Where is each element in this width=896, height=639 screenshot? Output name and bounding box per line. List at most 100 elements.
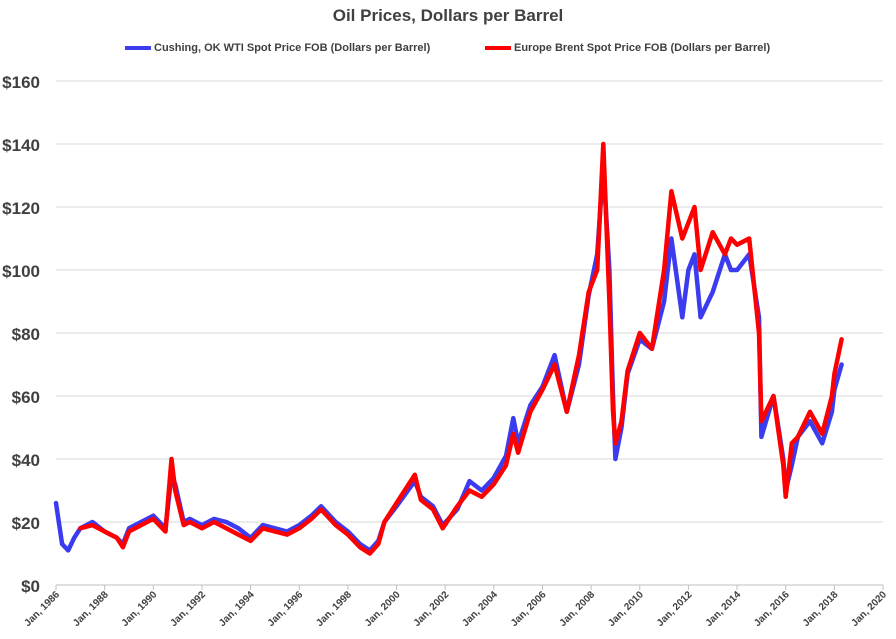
wti-data-point [662, 299, 666, 304]
brent-data-point [139, 523, 143, 527]
wti-data-point [830, 409, 834, 414]
brent-data-point [467, 488, 472, 493]
wti-data-point [729, 268, 733, 272]
brent-series-line [78, 141, 844, 556]
brent-data-point [528, 409, 533, 414]
brent-data-point [127, 529, 131, 534]
legend-swatch-wti [125, 46, 151, 50]
brent-data-point [625, 369, 630, 373]
brent-data-point [511, 432, 516, 436]
x-tick-label: Jan, 2004 [460, 589, 500, 629]
brent-data-point [151, 517, 156, 521]
brent-data-point [759, 419, 764, 424]
wti-data-point [212, 517, 216, 521]
brent-data-point [285, 532, 289, 537]
x-tick-label: Jan, 2012 [655, 589, 695, 629]
legend-swatch-brent [485, 46, 511, 50]
x-tick-label: Jan, 1994 [217, 589, 257, 629]
brent-data-point [224, 526, 229, 531]
chart-title: Oil Prices, Dollars per Barrel [332, 6, 564, 25]
wti-data-point [839, 362, 844, 367]
wti-data-point [151, 513, 156, 518]
x-tick-label: Jan, 2008 [558, 589, 598, 629]
brent-data-point [832, 372, 837, 376]
brent-data-point [601, 142, 606, 146]
wti-data-point [187, 517, 192, 521]
brent-data-point [394, 501, 399, 505]
brent-data-point [492, 482, 496, 487]
brent-data-point [686, 220, 691, 225]
x-tick-label: Jan, 2002 [412, 589, 452, 629]
brent-data-point [200, 526, 204, 531]
legend-label-wti: Cushing, OK WTI Spot Price FOB (Dollars … [154, 42, 431, 54]
brent-data-point [723, 252, 727, 257]
brent-data-point [115, 535, 119, 540]
brent-data-point [121, 545, 125, 549]
x-tick-label: Jan, 1990 [120, 589, 160, 629]
brent-data-point [412, 472, 417, 477]
brent-data-point [90, 523, 95, 527]
x-tick-label: Jan, 2016 [752, 589, 792, 629]
brent-data-point [346, 532, 350, 537]
brent-data-point [586, 290, 591, 294]
y-tick-label: $60 [12, 388, 40, 407]
brent-data-point [382, 520, 387, 524]
brent-data-point [595, 268, 599, 272]
wti-data-point [319, 504, 323, 509]
brent-data-point [577, 353, 581, 357]
x-tick-label: Jan, 2006 [509, 589, 549, 629]
brent-data-point [319, 507, 323, 512]
brent-data-point [729, 236, 733, 241]
x-tick-label: Jan, 2010 [606, 589, 646, 629]
wti-data-point [820, 441, 824, 446]
brent-data-point [297, 526, 302, 531]
brent-data-point [757, 331, 761, 335]
brent-data-point [455, 504, 460, 509]
brent-data-point [552, 362, 557, 367]
legend-label-brent: Europe Brent Spot Price FOB (Dollars per… [514, 42, 771, 54]
wti-data-point [479, 488, 484, 493]
brent-data-point [564, 409, 569, 414]
brent-data-point [611, 409, 615, 414]
wti-data-point [686, 268, 691, 272]
x-tick-label: Jan, 1996 [266, 589, 306, 629]
y-tick-label: $80 [12, 325, 40, 344]
brent-data-point [431, 507, 435, 512]
brent-data-point [789, 441, 794, 446]
brent-data-point [169, 457, 174, 461]
y-tick-label: $160 [2, 73, 40, 92]
brent-data-point [376, 542, 381, 546]
brent-data-point [419, 498, 423, 502]
brent-data-point [273, 529, 277, 534]
wti-data-point [54, 501, 58, 505]
brent-data-point [662, 268, 666, 272]
wti-data-point [224, 520, 229, 524]
brent-data-point [808, 409, 812, 414]
y-tick-label: $40 [12, 451, 40, 470]
y-tick-label: $140 [2, 136, 40, 155]
brent-data-point [78, 526, 83, 531]
brent-data-point [607, 299, 612, 304]
x-tick-label: Jan, 1988 [71, 589, 111, 629]
brent-data-point [669, 189, 674, 194]
brent-data-point [248, 539, 253, 543]
brent-data-point [619, 419, 624, 424]
wti-data-point [669, 236, 674, 241]
x-tick-label: Jan, 2020 [849, 589, 889, 629]
brent-data-point [260, 526, 265, 531]
brent-data-point [771, 394, 776, 398]
brent-data-point [236, 532, 241, 537]
brent-data-point [735, 243, 739, 247]
brent-data-point [187, 520, 192, 524]
wti-data-point [511, 416, 516, 420]
y-tick-label: $0 [21, 577, 40, 596]
wti-data-point [552, 353, 557, 357]
wti-data-point [260, 523, 265, 527]
brent-data-point [680, 236, 685, 241]
wti-data-point [72, 535, 77, 540]
x-tick-label: Jan, 2018 [801, 589, 841, 629]
y-tick-label: $100 [2, 262, 40, 281]
brent-data-point [650, 346, 654, 351]
y-tick-label: $120 [2, 199, 40, 218]
